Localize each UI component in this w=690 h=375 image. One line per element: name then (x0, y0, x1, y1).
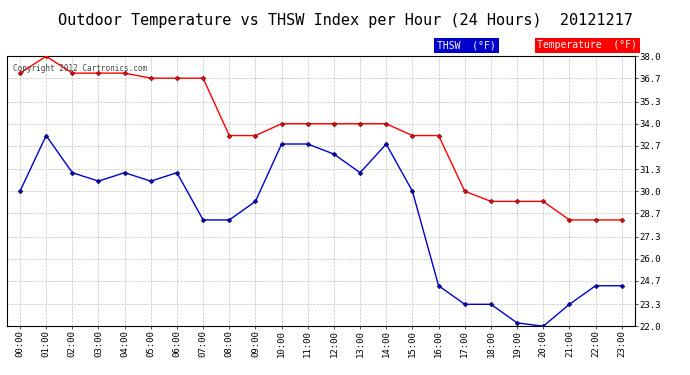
Text: Outdoor Temperature vs THSW Index per Hour (24 Hours)  20121217: Outdoor Temperature vs THSW Index per Ho… (57, 13, 633, 28)
Text: THSW  (°F): THSW (°F) (437, 40, 495, 51)
Text: Copyright 2012 Cartronics.com: Copyright 2012 Cartronics.com (13, 64, 147, 74)
Text: Temperature  (°F): Temperature (°F) (538, 40, 638, 51)
